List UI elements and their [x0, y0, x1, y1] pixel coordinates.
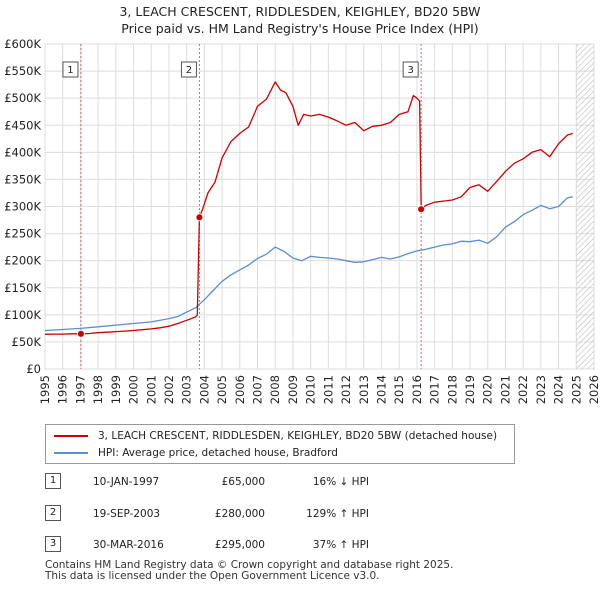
title-line-2: Price paid vs. HM Land Registry's House … — [121, 21, 479, 36]
x-tick-label: 2006 — [233, 375, 247, 404]
y-tick-label: £100K — [4, 308, 41, 322]
x-tick-label: 2008 — [268, 375, 282, 404]
grid-lines — [44, 43, 595, 370]
hpi-line — [44, 196, 573, 332]
x-axis-ticks: 1995 1996 1997 1998 1999 2000 2001 2002 2003 2004… — [38, 375, 600, 404]
series-lines — [44, 81, 573, 335]
x-tick-label: 2024 — [552, 375, 566, 404]
y-tick-label: £550K — [4, 64, 41, 78]
sale-number-badge: 3 — [45, 536, 61, 552]
legend-swatch-property — [54, 435, 88, 437]
sale-price: £295,000 — [214, 539, 265, 551]
x-tick-label: 2011 — [321, 375, 335, 404]
y-tick-label: £350K — [4, 172, 41, 186]
sale-number-label: 3 — [407, 65, 413, 76]
future-hatch-region — [576, 44, 594, 369]
sale-hpi-change: 37% ↑ HPI — [312, 539, 369, 551]
sale-number-label: 1 — [67, 65, 73, 76]
y-tick-label: £300K — [4, 200, 41, 214]
sale-number-badge: 1 — [45, 473, 61, 489]
x-tick-label: 1995 — [38, 375, 52, 404]
x-tick-label: 2001 — [144, 375, 158, 404]
sale-price: £65,000 — [221, 476, 265, 488]
x-tick-label: 1999 — [109, 375, 123, 404]
x-tick-label: 2023 — [534, 375, 548, 404]
legend-swatch-hpi — [54, 452, 88, 454]
legend-label-property: 3, LEACH CRESCENT, RIDDLESDEN, KEIGHLEY,… — [98, 430, 498, 442]
x-tick-label: 1996 — [56, 375, 70, 404]
x-tick-label: 2026 — [587, 375, 600, 404]
x-tick-label: 2003 — [180, 375, 194, 404]
x-tick-label: 2009 — [286, 375, 300, 404]
x-tick-label: 1997 — [73, 375, 87, 404]
x-tick-label: 2013 — [357, 375, 371, 404]
legend-label-hpi: HPI: Average price, detached house, Brad… — [98, 447, 338, 459]
y-tick-label: £450K — [4, 118, 41, 132]
y-tick-label: £600K — [4, 37, 41, 51]
x-tick-label: 2002 — [162, 375, 176, 404]
hatched-region — [576, 44, 594, 369]
sale-number-box — [402, 61, 419, 78]
sale-price: £280,000 — [214, 508, 265, 520]
legend: 3, LEACH CRESCENT, RIDDLESDEN, KEIGHLEY,… — [45, 424, 515, 464]
property-price-line — [44, 81, 573, 335]
sale-point — [417, 205, 426, 214]
x-tick-label: 2019 — [463, 375, 477, 404]
x-tick-label: 2020 — [481, 375, 495, 404]
sale-hpi-change: 16% ↓ HPI — [312, 476, 369, 488]
x-tick-label: 2010 — [304, 375, 318, 404]
x-tick-label: 2018 — [445, 375, 459, 404]
x-tick-label: 2000 — [127, 375, 141, 404]
y-tick-label: £500K — [4, 91, 41, 105]
x-tick-label: 2016 — [410, 375, 424, 404]
x-tick-label: 2022 — [516, 375, 530, 404]
sale-number-label: 2 — [186, 65, 192, 76]
x-tick-label: 2015 — [392, 375, 406, 404]
x-tick-label: 2012 — [339, 375, 353, 404]
x-tick-label: 2004 — [197, 375, 211, 404]
x-tick-label: 2014 — [374, 375, 388, 404]
y-tick-label: £200K — [4, 254, 41, 268]
sale-number-box — [62, 61, 79, 78]
sale-date: 30-MAR-2016 — [93, 539, 164, 551]
x-tick-label: 2007 — [251, 375, 265, 404]
footer-notice: Contains HM Land Registry data © Crown c… — [45, 560, 453, 582]
y-tick-label: £150K — [4, 281, 41, 295]
footer-line-2: This data is licensed under the Open Gov… — [45, 570, 380, 582]
sale-number-badge: 2 — [45, 505, 61, 521]
footer-line-1: Contains HM Land Registry data © Crown c… — [45, 559, 454, 571]
sale-number-box — [180, 61, 197, 78]
y-axis-ticks: £0 £50K £100K £150K £200K £250K £300K £350K £400… — [4, 37, 41, 376]
sale-markers — [77, 205, 426, 338]
x-tick-label: 2021 — [498, 375, 512, 404]
y-tick-label: £400K — [4, 145, 41, 159]
sale-date: 10-JAN-1997 — [93, 476, 160, 488]
price-chart: 1 2 3 £0 £50K £100K £150K £200K £250K £300K £350K… — [4, 37, 600, 404]
sale-vertical-lines: 1 2 3 — [62, 44, 422, 369]
title-line-1: 3, LEACH CRESCENT, RIDDLESDEN, KEIGHLEY,… — [119, 4, 481, 19]
sale-point — [195, 213, 204, 222]
sale-hpi-change: 129% ↑ HPI — [306, 508, 369, 520]
x-tick-label: 2025 — [569, 375, 583, 404]
x-tick-label: 2017 — [428, 375, 442, 404]
y-tick-label: £0 — [26, 362, 41, 376]
y-tick-label: £250K — [4, 227, 41, 241]
y-tick-label: £50K — [12, 335, 42, 349]
sale-point — [77, 329, 85, 338]
chart-title: 3, LEACH CRESCENT, RIDDLESDEN, KEIGHLEY,… — [0, 3, 600, 37]
x-tick-label: 1998 — [91, 375, 105, 404]
x-tick-label: 2005 — [215, 375, 229, 404]
sale-date: 19-SEP-2003 — [93, 508, 161, 520]
